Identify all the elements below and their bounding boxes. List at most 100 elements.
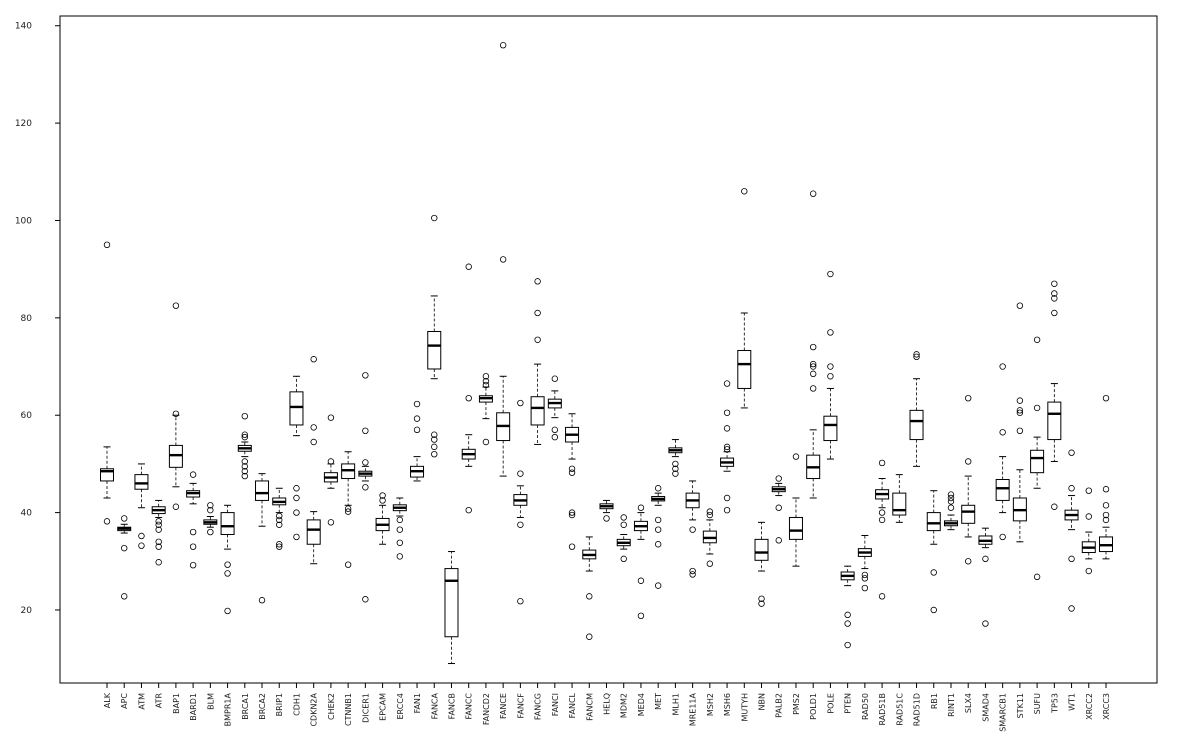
outlier-point — [465, 263, 472, 270]
outlier-point — [534, 309, 541, 317]
x-tick-label: BRIP1 — [275, 693, 284, 716]
outlier-point — [551, 433, 559, 441]
plot-area-frame — [59, 15, 1158, 684]
outlier-point — [310, 356, 317, 363]
outlier-point — [276, 521, 283, 528]
outlier-point — [568, 469, 576, 476]
outlier-point — [809, 360, 817, 368]
outlier-point — [499, 42, 507, 49]
box-alk — [100, 241, 114, 525]
outlier-point — [1051, 503, 1058, 510]
outlier-point — [620, 514, 627, 521]
outlier-point — [431, 214, 438, 222]
box-smarcb1 — [995, 363, 1010, 541]
outlier-point — [586, 633, 593, 640]
x-tick-label: FANCB — [447, 693, 456, 719]
y-tick-label: 20 — [21, 606, 33, 616]
outlier-point — [672, 465, 679, 472]
outlier-point — [224, 561, 231, 568]
outlier-point — [276, 543, 283, 550]
x-tick-label: HELQ — [603, 693, 612, 715]
y-tick-label: 120 — [15, 119, 32, 129]
iqr-box — [134, 474, 149, 490]
box-brca2 — [255, 473, 270, 604]
box-sufu — [1030, 336, 1045, 581]
outlier-point — [327, 519, 335, 526]
x-tick-label: FANCG — [534, 693, 543, 720]
outlier-point — [551, 426, 559, 434]
iqr-box — [306, 519, 321, 545]
outlier-point — [999, 363, 1006, 370]
outlier-point — [809, 363, 817, 370]
outlier-point — [189, 471, 197, 478]
x-tick-label: BARD1 — [189, 693, 198, 721]
x-tick-label: RB1 — [930, 693, 939, 709]
outlier-point — [534, 336, 541, 343]
x-tick-label: RAD51C — [895, 693, 904, 726]
outlier-point — [913, 351, 920, 358]
outlier-point — [155, 521, 162, 528]
iqr-box — [823, 415, 838, 442]
box-smad4 — [978, 527, 993, 627]
outlier-point — [517, 399, 524, 407]
iqr-box — [788, 516, 803, 540]
outlier-point — [930, 569, 937, 576]
outlier-point — [827, 270, 834, 278]
box-bard1 — [186, 471, 201, 569]
outlier-point — [965, 458, 972, 465]
outlier-point — [706, 560, 714, 567]
outlier-point — [482, 377, 490, 385]
outlier-point — [930, 606, 937, 614]
outlier-point — [207, 528, 214, 536]
box-pole — [823, 270, 838, 460]
x-tick-label: FANCM — [585, 693, 594, 721]
outlier-point — [1016, 427, 1024, 435]
x-tick-label: WT1 — [1068, 693, 1077, 711]
x-tick-label: SMARCB1 — [999, 693, 1008, 732]
outlier-point — [276, 512, 283, 520]
outlier-point — [241, 431, 248, 438]
outlier-point — [999, 533, 1006, 541]
outlier-point — [758, 595, 765, 602]
outlier-point — [379, 492, 386, 499]
outlier-point — [775, 504, 782, 511]
outlier-point — [827, 373, 834, 380]
outlier-point — [241, 472, 248, 480]
outlier-point — [431, 450, 438, 458]
x-tick-label: MRE11A — [689, 692, 698, 726]
outlier-point — [809, 370, 817, 378]
box-slx4 — [961, 394, 976, 565]
outlier-point — [121, 544, 128, 552]
outlier-point — [396, 516, 404, 524]
x-tick-label: BRCA2 — [258, 693, 267, 720]
outlier-point — [103, 518, 111, 525]
outlier-point — [827, 363, 834, 370]
x-tick-label: FANCC — [465, 693, 474, 720]
x-tick-label: BAP1 — [172, 693, 181, 714]
outlier-point — [706, 508, 714, 515]
box-fancd2 — [478, 373, 493, 446]
outlier-point — [1051, 280, 1058, 287]
outlier-point — [362, 372, 369, 379]
box-cdkn2a — [306, 356, 321, 565]
outlier-point — [1102, 511, 1110, 519]
outlier-point — [293, 533, 300, 541]
x-tick-label: NBN — [758, 693, 767, 710]
outlier-point — [551, 375, 559, 382]
x-tick-label: ERCC4 — [396, 693, 405, 719]
outlier-point — [1016, 302, 1024, 309]
y-tick-label: 140 — [15, 22, 32, 32]
outlier-point — [482, 381, 490, 389]
outlier-point — [809, 190, 817, 197]
outlier-point — [586, 593, 593, 600]
outlier-point — [637, 577, 645, 584]
outlier-point — [723, 494, 731, 502]
outlier-point — [1016, 407, 1024, 414]
outlier-point — [723, 409, 731, 416]
x-tick-label: FAN1 — [413, 693, 422, 713]
x-tick-label: RAD51B — [878, 693, 887, 726]
outlier-point — [723, 425, 731, 432]
outlier-point — [379, 497, 386, 504]
outlier-point — [482, 373, 490, 380]
outlier-point — [172, 410, 180, 417]
